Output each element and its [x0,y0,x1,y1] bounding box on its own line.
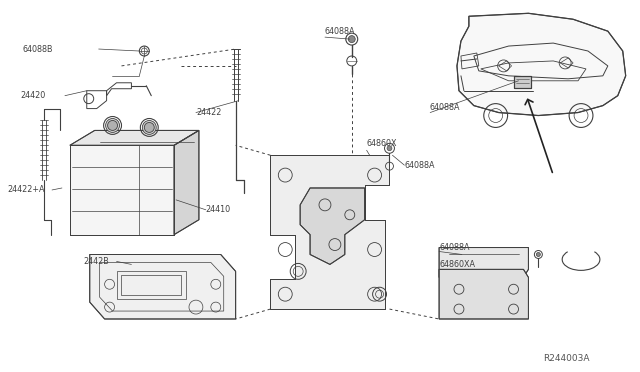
Text: 64088A: 64088A [325,27,355,36]
Circle shape [387,146,392,151]
Polygon shape [457,13,626,116]
Text: 24422+A: 24422+A [7,186,45,195]
Text: 64088A: 64088A [439,243,470,252]
Text: 24422: 24422 [196,108,221,117]
Circle shape [348,36,355,42]
Circle shape [108,121,118,131]
Circle shape [142,121,156,134]
Polygon shape [70,145,174,235]
Circle shape [106,119,120,132]
Text: 2442B: 2442B [84,257,109,266]
Polygon shape [270,155,390,309]
Polygon shape [90,254,236,319]
Text: 64088A: 64088A [429,103,460,112]
Text: 64088B: 64088B [22,45,52,54]
Polygon shape [439,269,529,319]
Bar [513,76,531,88]
Polygon shape [174,131,199,235]
Text: 64088A: 64088A [404,161,435,170]
Text: R244003A: R244003A [543,354,590,363]
Text: 24410: 24410 [206,205,231,214]
Text: 24420: 24420 [20,91,45,100]
Polygon shape [300,188,365,264]
Polygon shape [439,247,529,277]
Bar [513,76,531,88]
Polygon shape [70,131,199,145]
Circle shape [536,253,540,256]
Circle shape [145,122,154,132]
Text: 64860X: 64860X [367,139,397,148]
Text: 64860XA: 64860XA [439,260,475,269]
